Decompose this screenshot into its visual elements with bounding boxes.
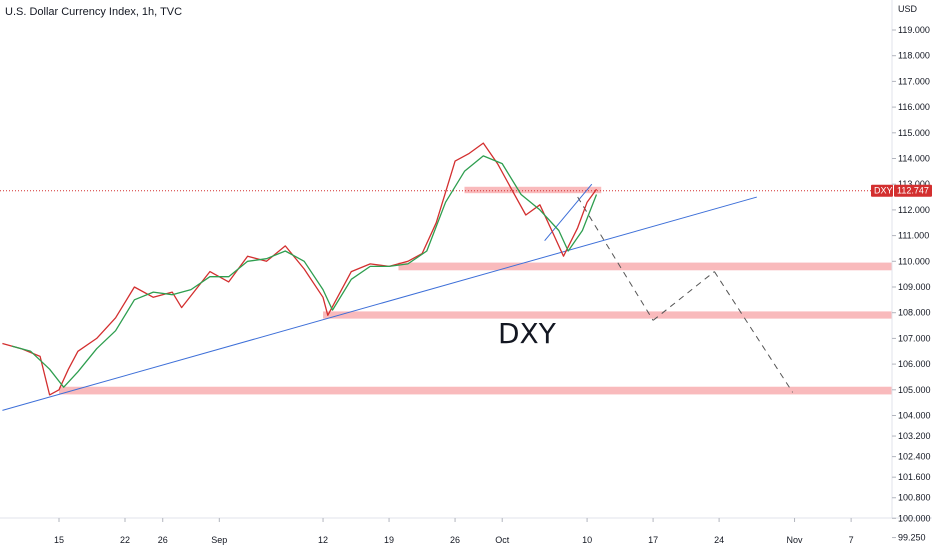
support-zone-2 (398, 262, 892, 271)
trendline-4[interactable] (713, 271, 794, 393)
y-tick-label-21: 99.250 (898, 533, 926, 543)
x-tick-label-1: 22 (120, 535, 130, 545)
x-tick-label-5: 19 (384, 535, 394, 545)
y-tick-label-5: 114.000 (898, 154, 930, 164)
y-tick-label-1: 118.000 (898, 51, 930, 61)
y-tick-label-11: 108.000 (898, 308, 931, 318)
x-tick-label-10: 24 (714, 535, 724, 545)
y-tick-label-14: 105.000 (898, 385, 931, 395)
y-tick-label-12: 107.000 (898, 333, 931, 343)
series-line-1 (11, 155, 598, 388)
dxy-annotation: DXY (498, 317, 557, 350)
y-tick-label-9: 110.000 (898, 256, 930, 266)
y-tick-label-13: 106.000 (898, 359, 931, 369)
ticker-badge: DXY (874, 186, 893, 196)
currency-label: USD (898, 4, 918, 14)
support-zone-0 (59, 386, 892, 395)
price-badge: DXY 112.747 (871, 184, 932, 197)
y-tick-label-8: 111.000 (898, 231, 929, 241)
y-tick-label-7: 112.000 (898, 205, 930, 215)
x-tick-label-7: Oct (495, 535, 510, 545)
series-line-0 (2, 142, 598, 396)
x-tick-label-0: 15 (54, 535, 64, 545)
y-tick-label-3: 116.000 (898, 102, 930, 112)
x-tick-label-6: 26 (450, 535, 460, 545)
y-tick-label-16: 103.200 (898, 431, 931, 441)
trendline-3[interactable] (652, 271, 715, 321)
y-tick-label-10: 109.000 (898, 282, 931, 292)
support-zones (59, 186, 892, 395)
y-axis: 119.000 118.000 117.000 116.000 115.000 114.0… (892, 25, 931, 543)
chart-title: U.S. Dollar Currency Index, 1h, TVC (5, 6, 183, 18)
y-tick-label-18: 101.600 (898, 472, 931, 482)
trendline-0[interactable] (2, 196, 757, 411)
x-tick-label-11: Nov (787, 535, 804, 545)
trendlines (2, 183, 794, 411)
y-tick-label-0: 119.000 (898, 25, 930, 35)
y-tick-label-15: 104.000 (898, 411, 931, 421)
y-tick-label-4: 115.000 (898, 128, 930, 138)
y-tick-label-20: 100.000 (898, 513, 931, 523)
x-tick-label-12: 7 (849, 535, 854, 545)
last-price-label: 112.747 (897, 186, 929, 196)
x-axis: 15 22 26 Sep 12 19 26 Oct 10 17 24 Nov 7 (54, 518, 854, 545)
x-tick-label-3: Sep (211, 535, 227, 545)
x-tick-label-2: 26 (158, 535, 168, 545)
support-zone-1 (323, 311, 892, 319)
x-tick-label-4: 12 (318, 535, 328, 545)
y-tick-label-2: 117.000 (898, 76, 930, 86)
price-series (2, 142, 598, 396)
trendline-2[interactable] (577, 196, 654, 321)
x-tick-label-8: 10 (582, 535, 592, 545)
x-tick-label-9: 17 (648, 535, 658, 545)
support-zone-3 (464, 186, 602, 194)
y-tick-label-19: 100.800 (898, 493, 931, 503)
y-tick-label-6: 113.000 (898, 179, 930, 189)
y-tick-label-17: 102.400 (898, 452, 931, 462)
